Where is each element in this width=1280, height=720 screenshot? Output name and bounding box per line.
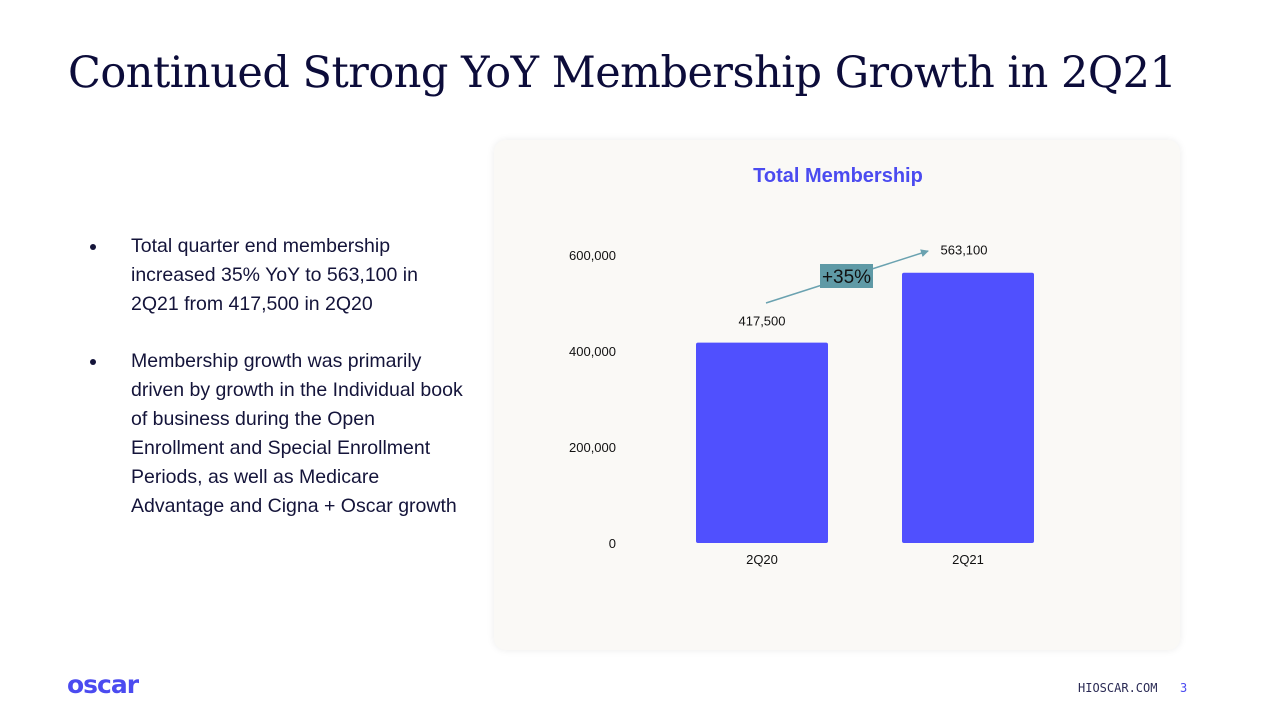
data-label: 417,500 [739,314,786,329]
data-labels: 417,500 563,100 [739,243,988,329]
y-tick-label: 200,000 [569,440,616,455]
category-label: 2Q20 [746,552,778,567]
slide-title: Continued Strong YoY Membership Growth i… [68,48,1177,98]
yoy-badge [820,264,873,288]
footer-url[interactable]: HIOSCAR.COM [1078,681,1158,695]
yoy-annotation: +35% [765,249,929,304]
bullet-list: Total quarter end membership increased 3… [88,232,468,549]
bar-2q20 [696,342,828,543]
chart-card: Total Membership 0 200,000 400,000 600,000 … [494,140,1180,650]
bullet-growth-drivers: Membership growth was primarily driven b… [88,347,468,521]
page-number: 3 [1180,681,1188,695]
oscar-logo: oscar [67,670,139,699]
y-axis-ticks: 0 200,000 400,000 600,000 [569,248,616,551]
bar-2q21 [902,272,1034,543]
y-tick-label: 600,000 [569,248,616,263]
bars [696,272,1034,543]
membership-bar-chart: Total Membership 0200,000400,000600,000 … [569,165,1034,567]
bullet-membership-increase: Total quarter end membership increased 3… [88,232,468,319]
yoy-label: +35% [822,267,871,288]
category-label: 2Q21 [952,552,984,567]
data-label: 563,100 [941,243,988,258]
chart-title: Total Membership [753,165,923,187]
category-labels: 2Q20 2Q21 [746,552,984,567]
y-tick-label: 0 [609,536,616,551]
y-tick-label: 400,000 [569,344,616,359]
